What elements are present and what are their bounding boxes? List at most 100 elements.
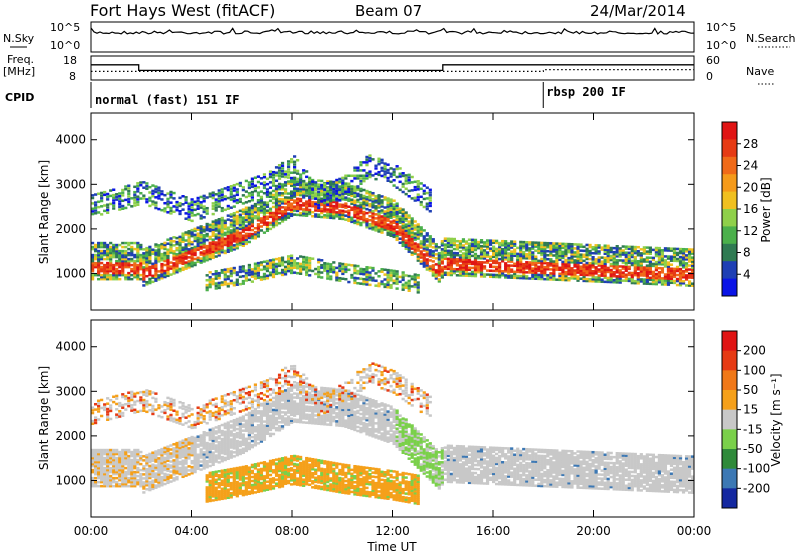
power-cell	[130, 197, 134, 200]
velocity-cell	[163, 411, 167, 415]
power-cell	[564, 258, 568, 262]
power-cell	[317, 190, 321, 194]
power-cell	[356, 186, 360, 190]
power-cell	[464, 264, 469, 267]
power-cell	[588, 257, 592, 261]
power-cell	[226, 242, 230, 245]
power-cell	[148, 245, 152, 249]
power-cell	[305, 206, 309, 209]
power-cell	[289, 214, 294, 218]
power-cell	[362, 188, 366, 192]
power-cell	[567, 260, 571, 264]
power-cell	[401, 216, 405, 219]
power-cell	[268, 264, 273, 267]
velocity-cell	[130, 398, 134, 402]
power-cell	[383, 196, 387, 199]
velocity-cell	[205, 478, 209, 481]
power-cell	[332, 208, 336, 212]
power-cell	[585, 273, 589, 277]
velocity-cell	[118, 478, 122, 482]
power-cell	[235, 198, 239, 202]
power-cell	[419, 242, 423, 245]
power-cell	[609, 254, 613, 258]
velocity-cell	[139, 480, 143, 484]
power-cell	[232, 216, 236, 219]
power-cell	[293, 266, 297, 269]
power-cell	[302, 255, 306, 259]
power-cell	[211, 230, 215, 233]
power-cell	[347, 215, 351, 219]
velocity-cell	[106, 468, 110, 472]
power-cell	[133, 204, 137, 207]
power-cell	[217, 228, 221, 231]
power-cell	[555, 268, 559, 271]
power-cell	[139, 183, 143, 187]
velocity-cell	[193, 450, 197, 454]
power-cell	[561, 254, 565, 258]
power-cell	[618, 259, 622, 262]
velocity-cell	[100, 456, 104, 460]
power-cell	[199, 225, 203, 228]
velocity-cell	[118, 404, 122, 408]
power-cell	[555, 248, 559, 251]
power-cell	[642, 252, 646, 255]
power-cell	[404, 281, 408, 285]
power-cell	[353, 271, 357, 275]
power-cell	[329, 204, 333, 208]
power-cell	[163, 245, 167, 249]
nave-trace	[91, 69, 694, 72]
power-cell	[356, 222, 360, 226]
power-cell	[344, 218, 348, 221]
velocity-cell	[124, 482, 128, 486]
power-cell	[256, 229, 261, 232]
power-cell	[476, 240, 481, 244]
power-cell	[606, 256, 610, 260]
power-cell	[232, 211, 236, 215]
velocity-cell	[103, 470, 107, 474]
power-cell	[214, 282, 218, 285]
power-cell	[392, 203, 396, 206]
power-cell	[247, 218, 251, 222]
power-cell	[193, 249, 197, 253]
power-cell	[495, 251, 499, 255]
power-cell	[190, 242, 194, 246]
power-cell	[133, 265, 137, 269]
velocity-cell	[133, 476, 137, 480]
power-cell	[419, 254, 423, 257]
power-cell	[187, 205, 191, 208]
velocity-cell	[181, 469, 185, 473]
power-cell	[121, 267, 125, 271]
power-cell	[217, 189, 221, 192]
power-cell	[585, 263, 589, 267]
power-cell	[413, 275, 417, 279]
power-cell	[380, 217, 384, 220]
power-cell	[362, 177, 366, 180]
power-cell	[422, 205, 426, 209]
power-cell	[531, 275, 535, 278]
velocity-cell	[166, 475, 170, 479]
velocity-cell	[97, 468, 101, 472]
power-cell	[175, 270, 179, 274]
power-cell	[540, 261, 544, 265]
power-cell	[335, 211, 339, 214]
power-cell	[585, 267, 589, 271]
power-cell	[283, 196, 288, 199]
velocity-cell	[133, 466, 137, 470]
power-cell	[274, 191, 279, 195]
power-cell	[627, 253, 631, 257]
velocity-cell	[121, 466, 125, 470]
velocity-cell	[172, 447, 176, 450]
power-cell	[223, 231, 227, 235]
power-cell	[259, 203, 264, 206]
velocity-cell	[133, 450, 137, 454]
power-cell	[356, 208, 360, 212]
power-cell	[329, 275, 333, 278]
power-cell	[166, 203, 170, 206]
power-cell	[320, 184, 324, 187]
velocity-cell	[145, 469, 149, 473]
power-cell	[220, 196, 224, 199]
velocity-cell	[100, 414, 104, 418]
velocity-cell	[166, 479, 170, 483]
power-cell	[286, 214, 291, 217]
power-cell	[289, 208, 294, 212]
